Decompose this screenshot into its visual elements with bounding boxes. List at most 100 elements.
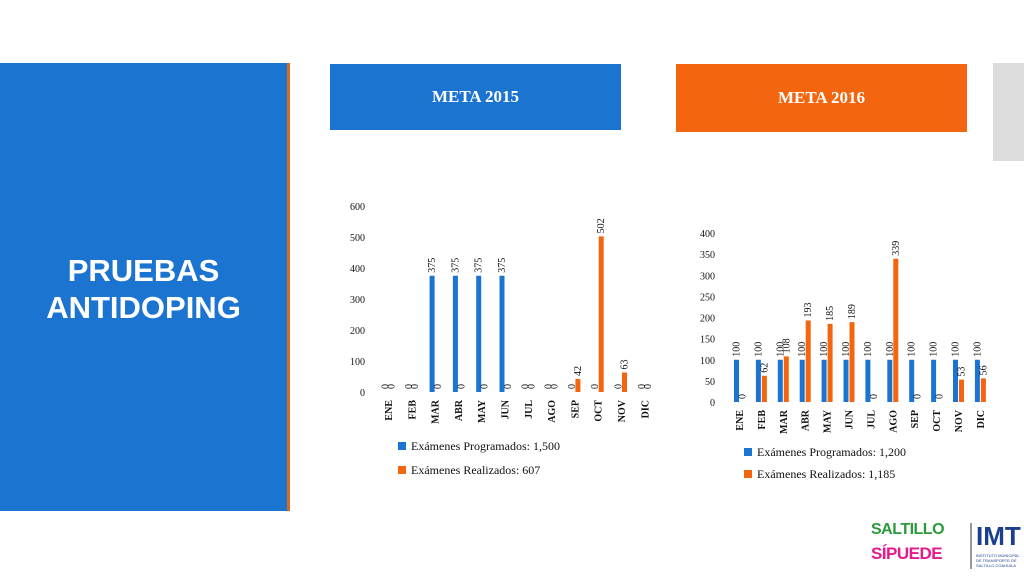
x-tick-label: SEP [910,410,921,428]
y-tick-label: 400 [700,229,715,240]
side-strip [993,63,1024,161]
x-tick-label: ABR [454,399,465,421]
data-label: 100 [732,342,743,357]
y-tick-label: 500 [350,233,365,244]
data-label: 0 [590,384,601,389]
x-tick-label: MAR [779,409,790,434]
data-label: 100 [885,342,896,357]
bar-realizados [980,378,986,402]
bar-programados [843,359,849,402]
x-tick-label: MAY [823,409,834,433]
bar-programados [777,359,783,402]
data-label: 0 [567,384,578,389]
data-label: 0 [643,384,654,389]
data-label: 185 [825,306,836,321]
x-tick-label: ABR [801,409,812,431]
data-label: 0 [503,384,514,389]
data-label: 375 [497,258,508,273]
data-label: 100 [951,342,962,357]
x-tick-label: AGO [888,410,899,433]
y-tick-label: 300 [350,295,365,306]
data-label: 0 [738,394,749,399]
x-tick-label: JUN [501,399,512,419]
bar-realizados [761,375,767,402]
bar-realizados [622,372,627,392]
data-label: 0 [935,394,946,399]
data-label: 100 [753,342,764,357]
legend-swatch [398,442,406,450]
bar-programados [974,359,980,402]
y-tick-label: 50 [705,377,715,388]
bar-programados [887,359,893,402]
legend-swatch [398,466,406,474]
data-label: 63 [620,359,631,369]
x-tick-label: FEB [757,410,768,430]
bar-programados [499,275,505,392]
x-tick-label: JUN [845,409,856,429]
y-tick-label: 400 [350,264,365,275]
data-label: 0 [526,384,537,389]
logo-imt-subtitle: INSTITUTO MUNICIPAL DE TRANSPORTE DE SAL… [976,553,1020,568]
data-label: 0 [913,394,924,399]
data-label: 100 [907,342,918,357]
data-label: 339 [891,241,902,256]
bar-realizados [827,323,833,402]
data-label: 193 [803,302,814,317]
bar-programados [865,359,871,402]
x-tick-label: SEP [570,400,581,418]
data-label: 0 [550,384,561,389]
data-label: 0 [520,384,531,389]
data-label: 0 [480,384,491,389]
data-label: 0 [637,384,648,389]
data-label: 0 [381,384,392,389]
page-title: PRUEBAS ANTIDOPING [46,253,241,325]
bar-programados [476,275,482,392]
data-label: 53 [957,367,968,377]
data-label: 502 [596,218,607,233]
legend-swatch [744,470,752,478]
data-label: 0 [869,394,880,399]
legend-label: Exámenes Programados: 1,200 [757,445,906,459]
bar-programados [799,359,805,402]
logo-saltillo: SALTILLO [871,521,945,538]
bar-programados [429,275,435,392]
data-label: 100 [972,342,983,357]
x-tick-label: OCT [594,400,605,422]
data-label: 0 [544,384,555,389]
y-tick-label: 0 [710,398,715,409]
x-tick-label: NOV [954,409,965,432]
y-tick-label: 300 [700,271,715,282]
data-label: 189 [847,304,858,319]
header-meta-2016: META 2016 [676,64,967,132]
bar-realizados [959,379,964,402]
bar-realizados [849,322,855,402]
legend-label: Exámenes Realizados: 1,185 [757,467,895,481]
x-tick-label: JUL [524,400,535,419]
data-label: 0 [410,384,421,389]
y-tick-label: 0 [360,388,365,399]
y-tick-label: 350 [700,250,715,261]
data-label: 100 [841,342,852,357]
x-tick-label: NOV [617,399,628,422]
y-tick-label: 200 [700,314,715,325]
bar-programados [931,359,937,402]
bar-programados [755,359,761,402]
data-label: 0 [456,384,467,389]
bar-programados [953,359,958,402]
y-tick-label: 100 [700,356,715,367]
x-tick-label: MAR [431,399,442,424]
bar-programados [821,359,827,402]
data-label: 0 [433,384,444,389]
data-label: 375 [474,258,485,273]
x-tick-label: FEB [407,400,418,420]
data-label: 42 [573,366,584,376]
bar-realizados [805,320,811,402]
bar-realizados [598,236,604,392]
x-tick-label: DIC [640,400,651,418]
data-label: 108 [781,338,792,353]
y-tick-label: 150 [700,335,715,346]
legend-label: Exámenes Programados: 1,500 [411,439,560,453]
data-label: 375 [427,258,438,273]
title-panel [0,63,290,511]
